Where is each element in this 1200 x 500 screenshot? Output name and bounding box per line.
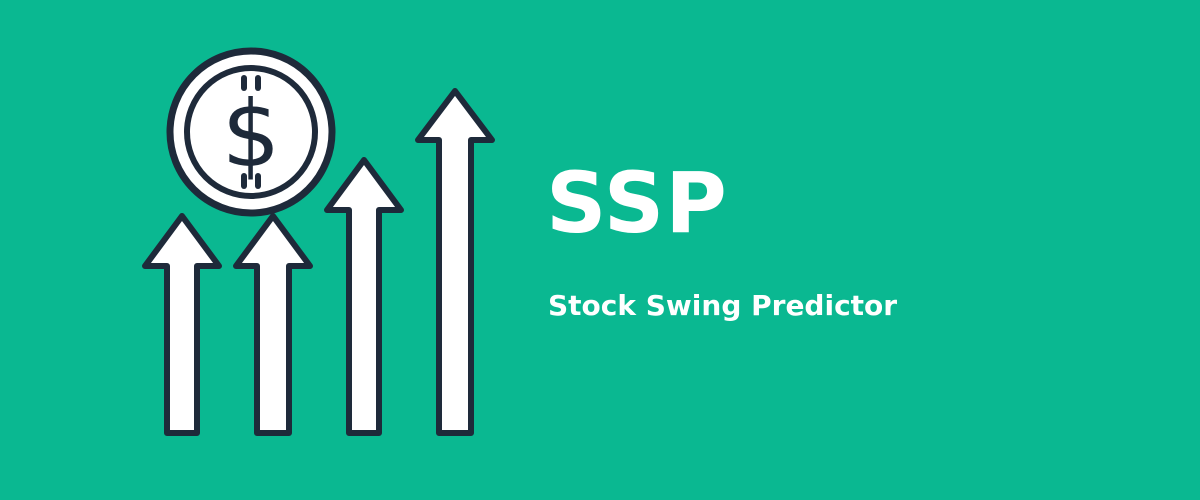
coin-dollar-symbol: $ (222, 81, 281, 188)
app-subtitle: Stock Swing Predictor (548, 289, 898, 322)
growth-arrow-4-icon (415, 88, 495, 436)
growth-arrow-2-icon (233, 213, 313, 436)
dollar-coin-icon: $ (166, 47, 336, 217)
growth-arrow-1-icon (142, 213, 222, 436)
growth-arrow-3-icon (324, 157, 404, 436)
app-title: SSP (546, 154, 728, 252)
